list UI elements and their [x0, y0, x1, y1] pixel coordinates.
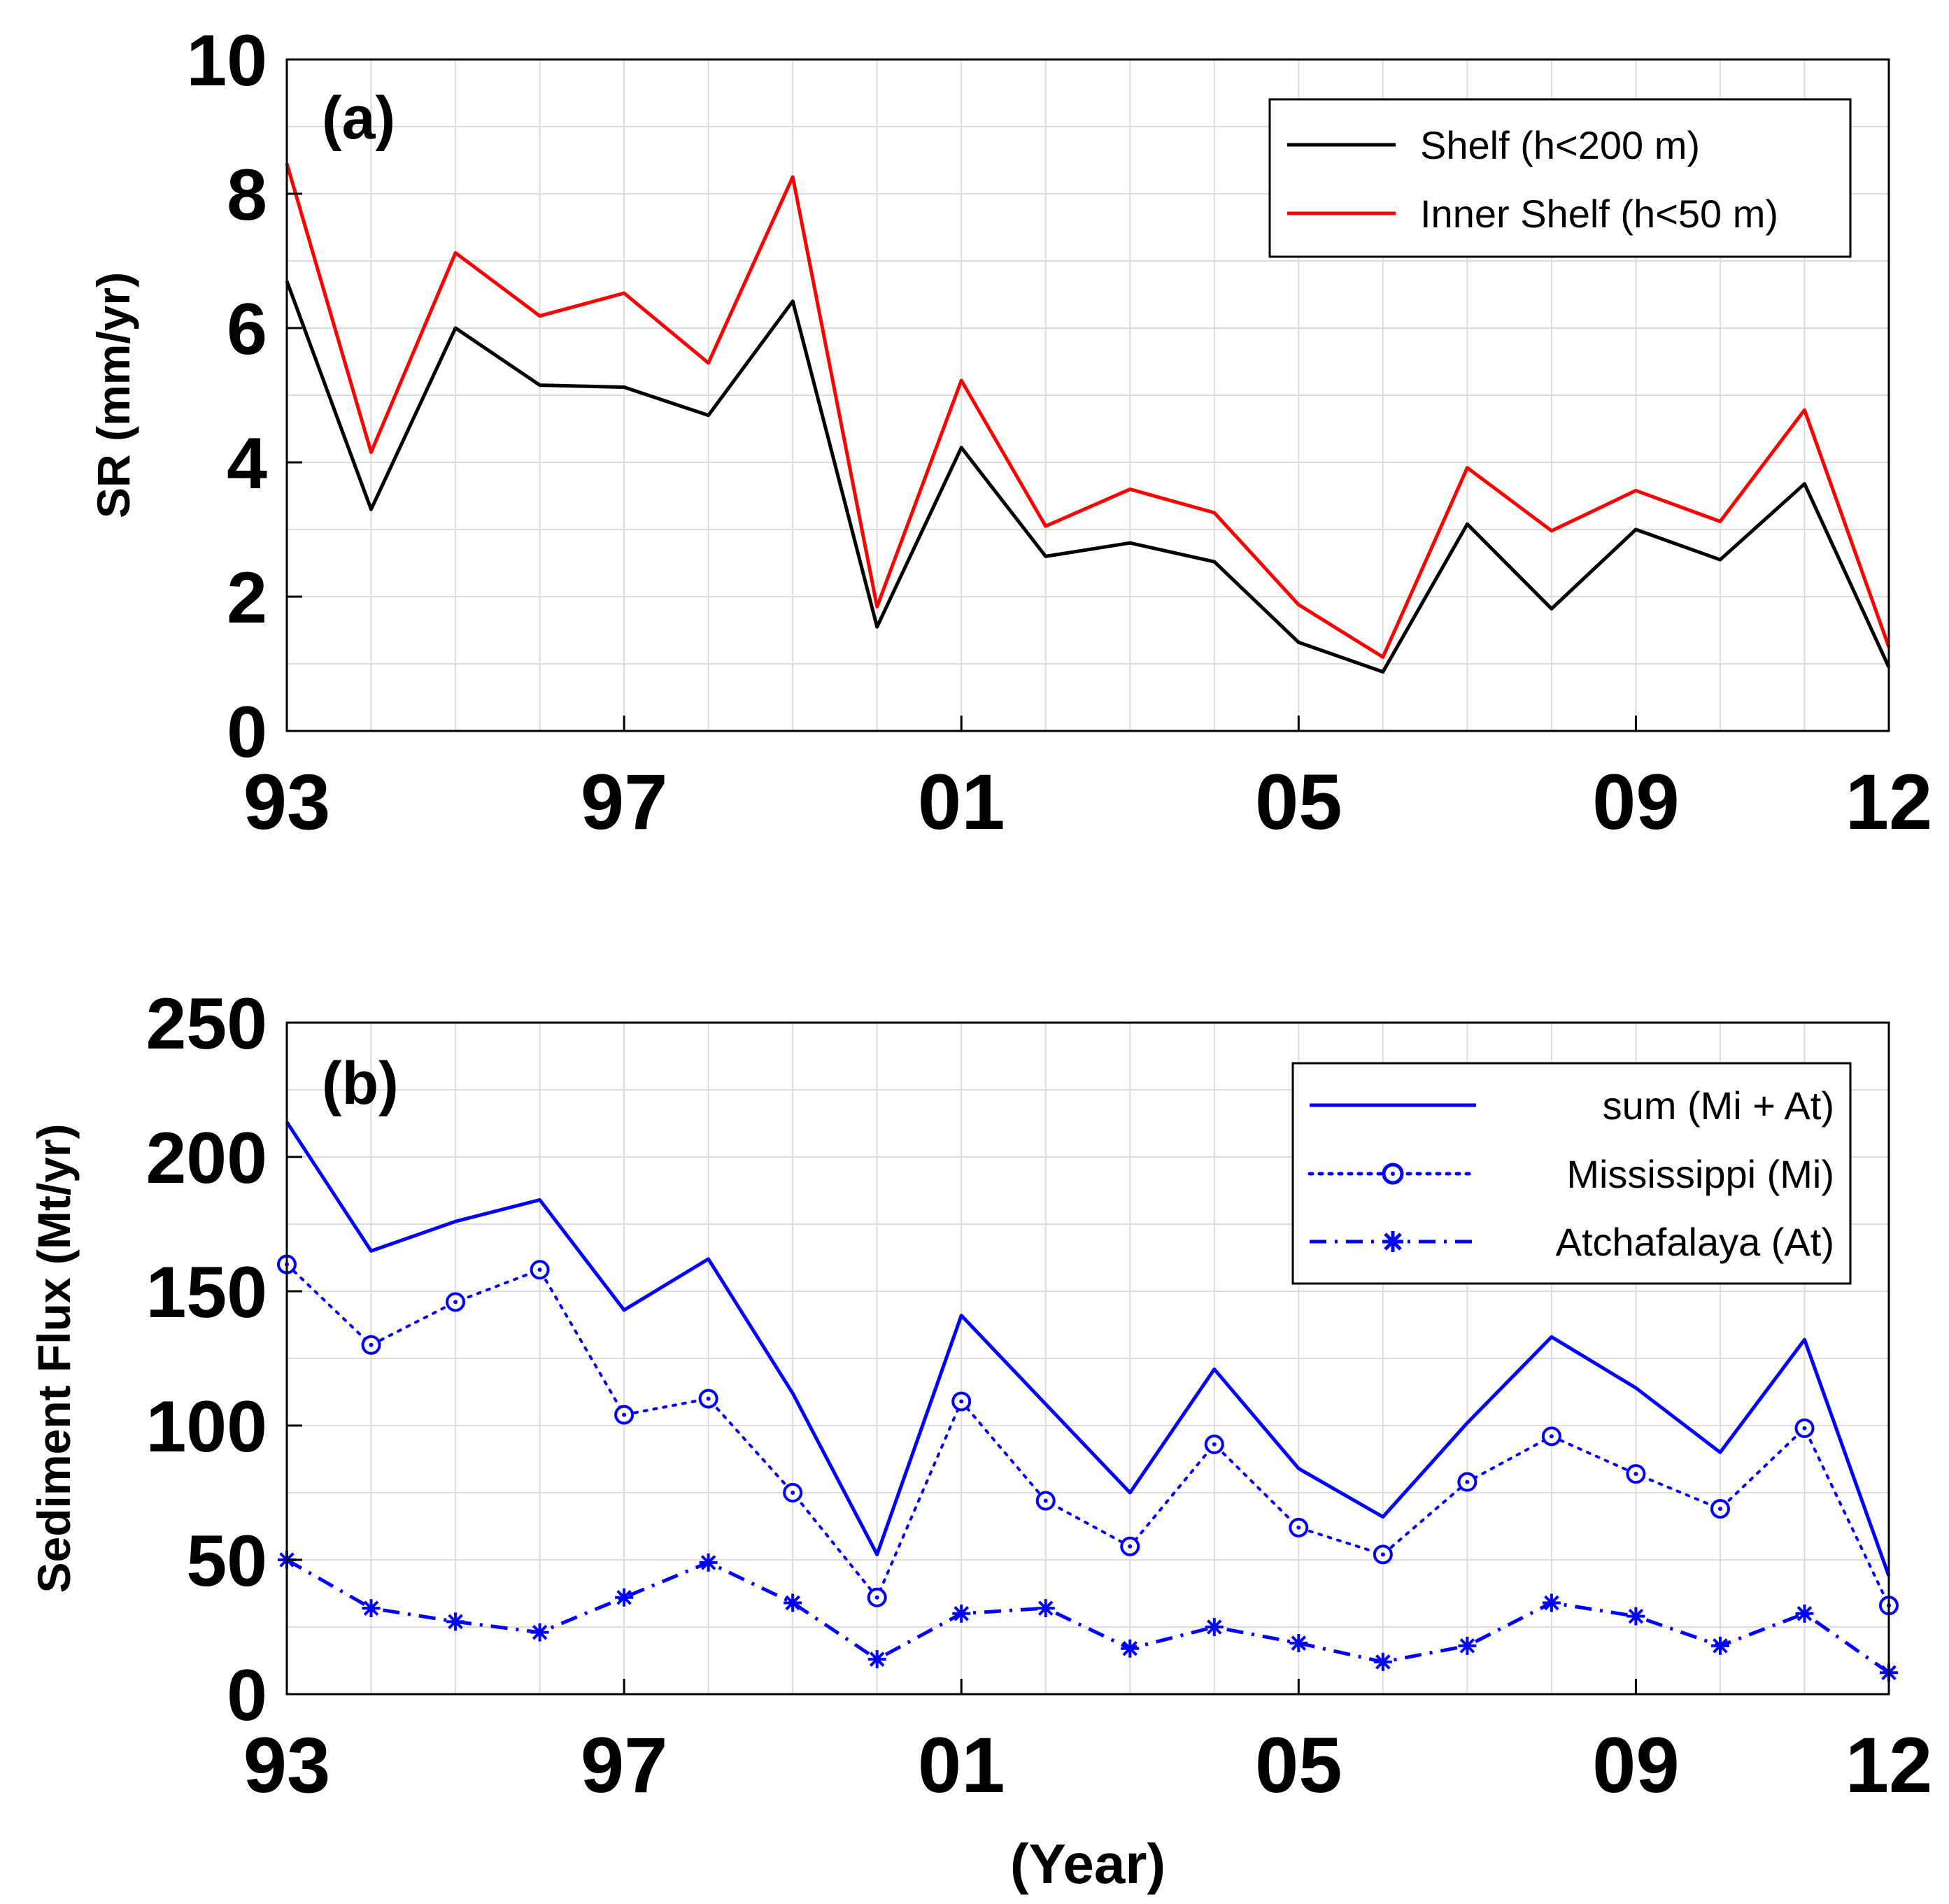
panel-b-y-axis-label: Sediment Flux (Mt/yr) [28, 1123, 80, 1593]
y-tick-label: 8 [227, 155, 267, 236]
data-point-center-mississippi-mi [1549, 1434, 1554, 1439]
x-tick-label: 12 [1845, 758, 1933, 846]
x-tick-label: 09 [1592, 758, 1680, 846]
panel-a-ticks: 93 97 01 05 09 12 0 2 4 6 8 10 [186, 20, 1932, 846]
panel-b: 93 97 01 05 09 12 0 50 100 150 200 250 (b) Sediment… [28, 983, 1932, 1895]
y-tick-label: 4 [227, 423, 267, 504]
data-point-center-mississippi-mi [369, 1342, 374, 1347]
data-point-center-mississippi-mi [1043, 1498, 1048, 1503]
legend-a-inner-shelf-label: Inner Shelf (h<50 m) [1420, 192, 1778, 236]
data-point-atchafalaya-at [1121, 1639, 1140, 1658]
data-point-center-mississippi-mi [537, 1267, 542, 1272]
series-line-shelf-h-200-m [285, 280, 1891, 674]
y-tick-label: 150 [146, 1252, 267, 1333]
x-tick-label: 09 [1592, 1721, 1680, 1809]
y-tick-label: 0 [227, 692, 267, 773]
legend-a-shelf-label: Shelf (h<200 m) [1420, 123, 1700, 167]
y-tick-label: 10 [186, 20, 267, 101]
y-tick-label: 100 [146, 1386, 267, 1468]
x-tick-label: 97 [581, 1721, 668, 1809]
data-point-center-mississippi-mi [1128, 1544, 1133, 1549]
series-line-atchafalaya-at [285, 1558, 1890, 1675]
data-point-center-mississippi-mi [874, 1595, 879, 1600]
data-point-center-mississippi-mi [453, 1300, 458, 1305]
data-point-atchafalaya-at [1626, 1607, 1645, 1626]
x-tick-label: 97 [581, 758, 668, 846]
y-tick-label: 250 [146, 983, 267, 1065]
series-line-inner-shelf-h-50-m [285, 163, 1891, 659]
y-tick-label: 2 [227, 557, 267, 639]
legend-b-sum-label: sum (Mi + At) [1603, 1084, 1834, 1128]
data-point-center-mississippi-mi [1296, 1525, 1301, 1530]
panel-b-ticks: 93 97 01 05 09 12 0 50 100 150 200 250 [146, 983, 1932, 1809]
panel-a-axes-box [285, 58, 1890, 732]
y-tick-label: 200 [146, 1118, 267, 1199]
data-point-center-mississippi-mi [706, 1396, 711, 1401]
data-point-atchafalaya-at [1036, 1599, 1055, 1618]
data-point-atchafalaya-at [1795, 1604, 1814, 1623]
x-tick-label: 93 [243, 1721, 331, 1809]
x-tick-label: 05 [1255, 1721, 1342, 1809]
data-point-center-mississippi-mi [959, 1399, 964, 1404]
panel-a-legend: Shelf (h<200 m) Inner Shelf (h<50 m) [1268, 98, 1852, 258]
data-point-atchafalaya-at [699, 1553, 718, 1572]
panel-b-legend: sum (Mi + At) Mississippi (Mi) Atchafala… [1291, 1062, 1852, 1285]
legend-b-atchafalaya-marker [1382, 1231, 1403, 1252]
x-tick-label: 05 [1255, 758, 1342, 846]
series-line-sum-mi-at [285, 1121, 1891, 1577]
data-point-atchafalaya-at [1289, 1634, 1308, 1653]
data-point-center-mississippi-mi [791, 1491, 795, 1495]
data-point-atchafalaya-at [1205, 1618, 1224, 1636]
data-point-atchafalaya-at [615, 1588, 634, 1607]
data-point-atchafalaya-at [1373, 1652, 1392, 1671]
series-line-mississippi-mi [285, 1263, 1890, 1607]
panel-a-grid [286, 59, 1890, 732]
panel-b-series [277, 1121, 1899, 1682]
data-point-atchafalaya-at [952, 1604, 971, 1623]
y-tick-label: 6 [227, 289, 267, 370]
x-tick-label: 12 [1845, 1721, 1933, 1809]
panel-a-series [285, 163, 1891, 674]
panel-b-grid [286, 1022, 1890, 1695]
y-tick-label: 50 [186, 1521, 267, 1602]
x-tick-label: 01 [918, 1721, 1005, 1809]
legend-b-atchafalaya-label: Atchafalaya (At) [1556, 1220, 1834, 1264]
panel-a-y-axis-label: SR (mm/yr) [87, 272, 139, 518]
data-point-atchafalaya-at [446, 1612, 465, 1631]
panel-b-label: (b) [322, 1050, 399, 1117]
data-point-center-mississippi-mi [1802, 1426, 1807, 1430]
data-point-atchafalaya-at [784, 1593, 802, 1612]
panel-a-legend-box [1268, 98, 1852, 258]
panel-b-axes-box [285, 1021, 1890, 1696]
data-point-atchafalaya-at [530, 1623, 549, 1642]
data-point-center-mississippi-mi [1465, 1479, 1470, 1484]
data-point-center-mississippi-mi [622, 1412, 627, 1417]
legend-b-mississippi-label: Mississippi (Mi) [1566, 1152, 1834, 1196]
data-point-atchafalaya-at [1710, 1636, 1729, 1655]
data-point-atchafalaya-at [1542, 1593, 1561, 1612]
x-tick-label: 93 [243, 758, 331, 846]
x-tick-label: 01 [918, 758, 1005, 846]
data-point-center-mississippi-mi [1380, 1552, 1385, 1557]
panel-a: 93 97 01 05 09 12 0 2 4 6 8 10 (a) SR (mm/yr) Shelf… [87, 20, 1932, 846]
data-point-atchafalaya-at [1458, 1636, 1477, 1655]
legend-b-mississippi-marker-dot [1391, 1172, 1395, 1176]
data-point-atchafalaya-at [362, 1599, 381, 1618]
data-point-center-mississippi-mi [1633, 1472, 1638, 1477]
y-tick-label: 0 [227, 1655, 267, 1736]
data-point-center-mississippi-mi [1717, 1507, 1722, 1512]
data-point-center-mississippi-mi [1212, 1442, 1217, 1447]
panel-b-x-axis-label: (Year) [1010, 1833, 1165, 1895]
data-point-atchafalaya-at [867, 1650, 886, 1669]
panel-a-label: (a) [322, 85, 395, 152]
